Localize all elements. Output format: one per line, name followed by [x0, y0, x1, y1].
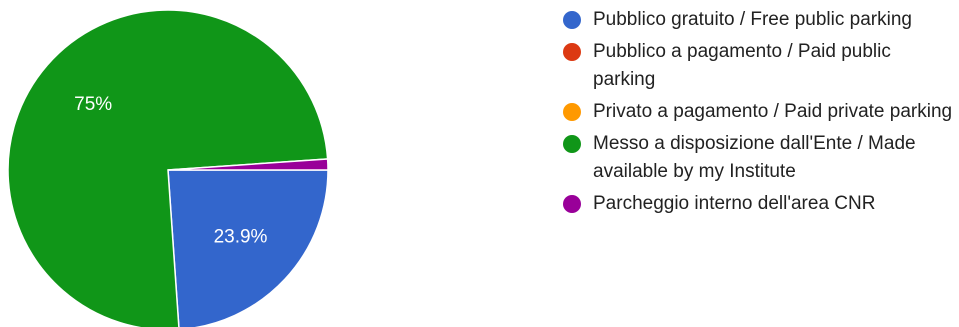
legend-item-parcheggio-interno-dell-area-cnr: Parcheggio interno dell'area CNR: [563, 190, 955, 218]
legend-label: Privato a pagamento / Paid private parki…: [593, 101, 953, 122]
legend-swatch: [563, 103, 581, 121]
legend-swatch: [563, 43, 581, 61]
legend-label: Pubblico a pagamento / Paid public parki…: [593, 41, 891, 90]
legend-swatch: [563, 195, 581, 213]
legend-item-pubblico-gratuito: Pubblico gratuito / Free public parking: [563, 6, 955, 34]
legend-swatch: [563, 135, 581, 153]
legend-item-messo-a-disposizione-dall-ente: Messo a disposizione dall'Ente / Made av…: [563, 130, 955, 186]
pie-slice-parcheggio-interno-dell-area-cnr: [167, 158, 329, 171]
pie-slice-messo-a-disposizione-dall-ente: [7, 9, 329, 327]
legend-label: Pubblico gratuito / Free public parking: [593, 9, 912, 30]
legend: Pubblico gratuito / Free public parking P…: [563, 6, 955, 222]
slice-value-label: 23.9%: [214, 227, 268, 248]
pie-slice-pubblico-gratuito: [167, 169, 329, 327]
legend-swatch: [563, 11, 581, 29]
legend-item-pubblico-a-pagamento: Pubblico a pagamento / Paid public parki…: [563, 38, 955, 94]
legend-label: Parcheggio interno dell'area CNR: [593, 193, 876, 214]
legend-item-privato-a-pagamento: Privato a pagamento / Paid private parki…: [563, 98, 955, 126]
legend-label: Messo a disposizione dall'Ente / Made av…: [593, 133, 916, 182]
slice-value-label: 75%: [74, 94, 112, 115]
